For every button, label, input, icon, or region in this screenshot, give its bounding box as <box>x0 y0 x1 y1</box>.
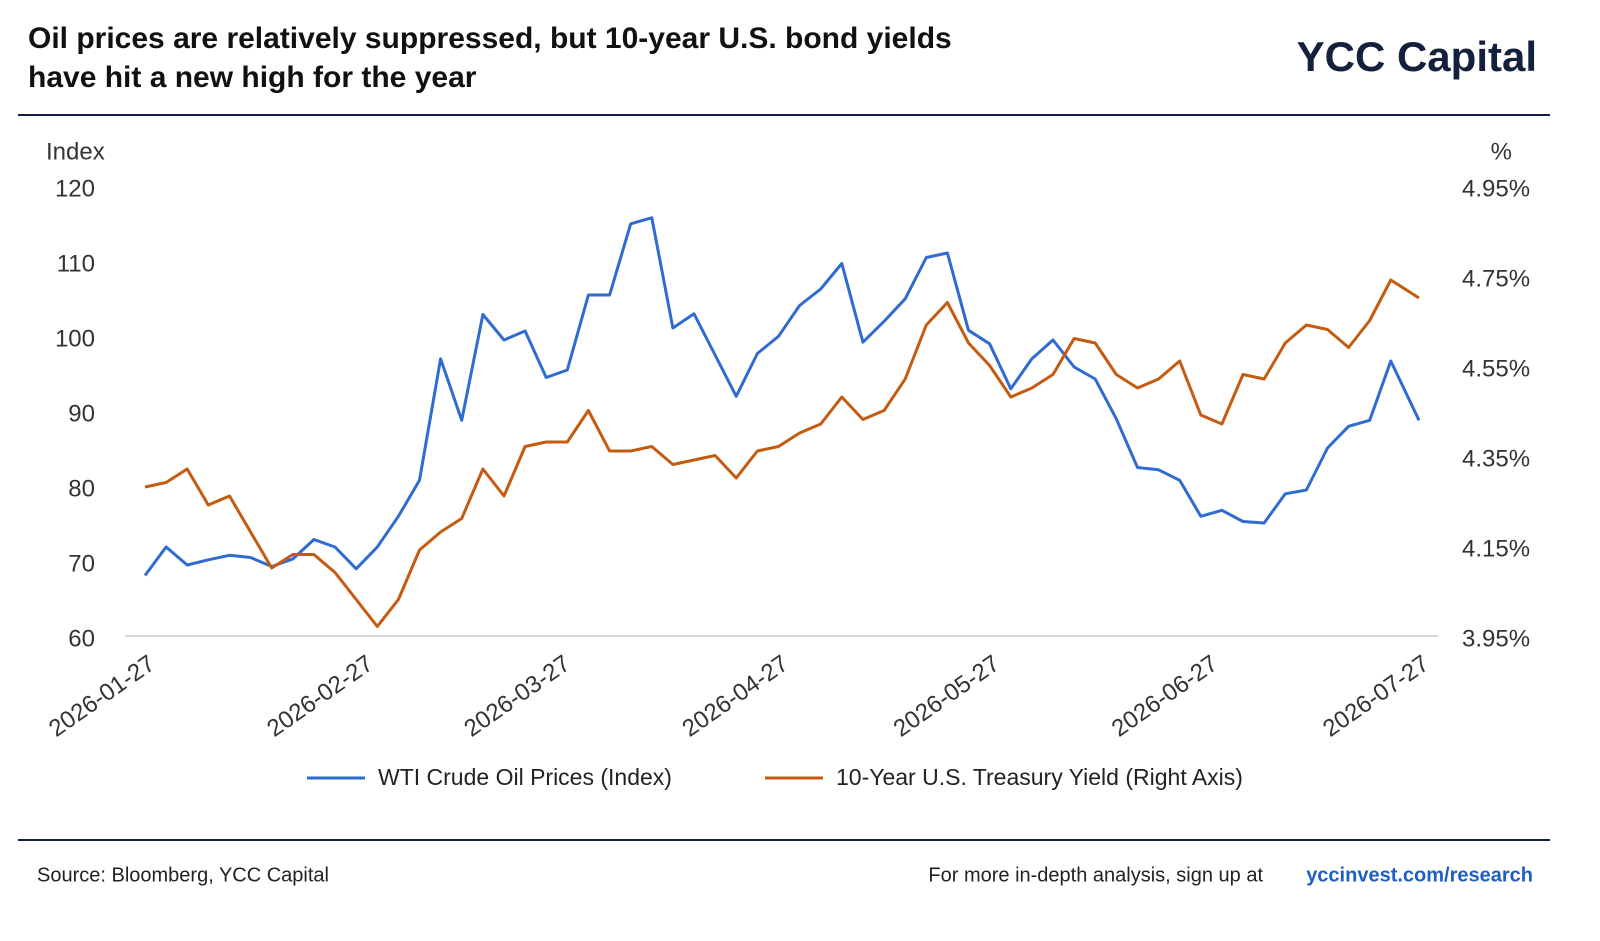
y2-tick-label: 4.75% <box>1462 265 1530 292</box>
y2-tick-label: 4.55% <box>1462 355 1530 382</box>
y-axis-label: Index <box>46 138 105 165</box>
link[interactable]: yccinvest.com/research <box>1306 864 1533 886</box>
y-tick-label: 80 <box>68 475 95 502</box>
y-tick-label: 120 <box>55 175 95 202</box>
y-tick-label: 110 <box>57 250 95 277</box>
y2-tick-label: 4.15% <box>1462 535 1530 562</box>
x-tick-label: 2026-07-27 <box>1318 650 1434 743</box>
chart-title: have hit a new high for the year <box>28 61 477 94</box>
series-line <box>143 216 1421 577</box>
y2-tick-label: 3.95% <box>1462 625 1530 652</box>
y-tick-label: 60 <box>68 625 95 652</box>
x-tick-label: 2026-03-27 <box>459 650 575 743</box>
cta: For more in-depth analysis, sign up at <box>928 864 1263 886</box>
y2-axis-label: % <box>1491 138 1512 165</box>
chart-title: Oil prices are relatively suppressed, bu… <box>28 22 952 55</box>
y2-tick-label: 4.95% <box>1462 175 1530 202</box>
x-tick-label: 2026-01-27 <box>44 650 160 743</box>
y-tick-label: 100 <box>55 325 95 352</box>
legend-label: WTI Crude Oil Prices (Index) <box>378 764 672 790</box>
x-tick-label: 2026-04-27 <box>678 650 794 743</box>
brand: YCC Capital <box>1297 33 1537 80</box>
y-tick-label: 90 <box>68 400 95 427</box>
x-tick-label: 2026-05-27 <box>889 650 1005 743</box>
source: Source: Bloomberg, YCC Capital <box>37 864 329 886</box>
x-tick-label: 2026-06-27 <box>1107 650 1223 743</box>
y-tick-label: 70 <box>68 550 95 577</box>
x-tick-label: 2026-02-27 <box>262 650 378 743</box>
y2-tick-label: 4.35% <box>1462 445 1530 472</box>
legend-label: 10-Year U.S. Treasury Yield (Right Axis) <box>836 764 1243 790</box>
series-line <box>144 278 1420 628</box>
